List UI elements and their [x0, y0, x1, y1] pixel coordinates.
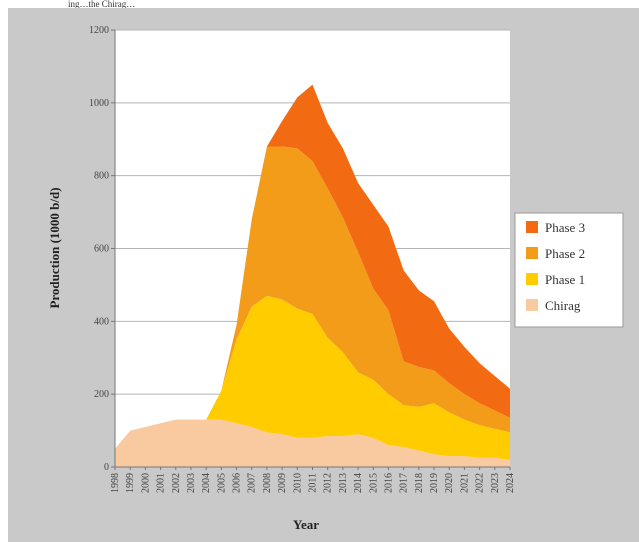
x-tick-label: 2010 [292, 473, 303, 493]
x-tick-label: 2003 [186, 473, 197, 493]
x-tick-label: 2017 [399, 473, 410, 493]
x-tick-label: 1999 [125, 473, 136, 493]
area-phase-2 [115, 146, 510, 449]
x-tick-label: 2019 [429, 473, 440, 493]
x-tick-label: 2015 [368, 473, 379, 493]
area-series [115, 84, 510, 467]
y-axis-title: Production (1000 b/d) [47, 187, 62, 308]
legend-swatch [526, 247, 538, 259]
area-chirag [115, 419, 510, 467]
x-tick-label: 1998 [110, 473, 121, 493]
x-tick-label: 2014 [353, 473, 364, 493]
legend-swatch [526, 221, 538, 233]
x-tick-label: 2006 [232, 473, 243, 493]
legend-label: Phase 1 [545, 272, 585, 287]
page-caption: ing…the Chirag… [68, 0, 136, 8]
area-phase-3 [115, 84, 510, 449]
legend-label: Chirag [545, 298, 581, 313]
x-tick-label: 2024 [505, 473, 516, 493]
y-tick-labels: 0 200 400 600 800 1000 1200 [89, 25, 115, 473]
stacked-area-chart: 0 200 400 600 800 1000 1200 1998 1999 2000 2001 20… [47, 25, 624, 532]
x-tick-label: 2004 [201, 473, 212, 493]
legend-swatch [526, 273, 538, 285]
x-tick-labels: 1998 1999 2000 2001 2002 2003 2004 2005 2006 2007… [110, 467, 516, 493]
legend-label: Phase 3 [545, 220, 585, 235]
x-tick-label: 2001 [156, 473, 167, 493]
x-tick-label: 2021 [459, 473, 470, 493]
y-tick-label: 1000 [89, 98, 109, 109]
chart-frame: ing…the Chirag… 0 200 400 600 800 1000 1200 19… [8, 0, 639, 542]
x-tick-label: 2020 [444, 473, 455, 493]
x-tick-label: 2000 [140, 473, 151, 493]
legend-swatch [526, 299, 538, 311]
x-tick-label: 2002 [171, 473, 182, 493]
y-tick-label: 600 [94, 244, 109, 255]
x-tick-label: 2005 [216, 473, 227, 493]
x-tick-label: 2018 [414, 473, 425, 493]
x-tick-label: 2009 [277, 473, 288, 493]
x-tick-label: 2022 [475, 473, 486, 493]
x-tick-label: 2016 [383, 473, 394, 493]
y-tick-label: 200 [94, 389, 109, 400]
x-tick-label: 2008 [262, 473, 273, 493]
y-tick-label: 400 [94, 316, 109, 327]
y-tick-label: 800 [94, 171, 109, 182]
legend: Phase 3 Phase 2 Phase 1 Chirag [514, 212, 624, 328]
legend-label: Phase 2 [545, 246, 585, 261]
x-tick-label: 2012 [323, 473, 334, 493]
x-tick-label: 2013 [338, 473, 349, 493]
area-phase-1 [115, 295, 510, 460]
x-tick-label: 2011 [308, 473, 319, 493]
y-tick-label: 0 [104, 462, 109, 473]
x-axis-title: Year [293, 517, 319, 532]
x-tick-label: 2007 [247, 473, 258, 493]
x-tick-label: 2023 [490, 473, 501, 493]
y-tick-label: 1200 [89, 25, 109, 36]
